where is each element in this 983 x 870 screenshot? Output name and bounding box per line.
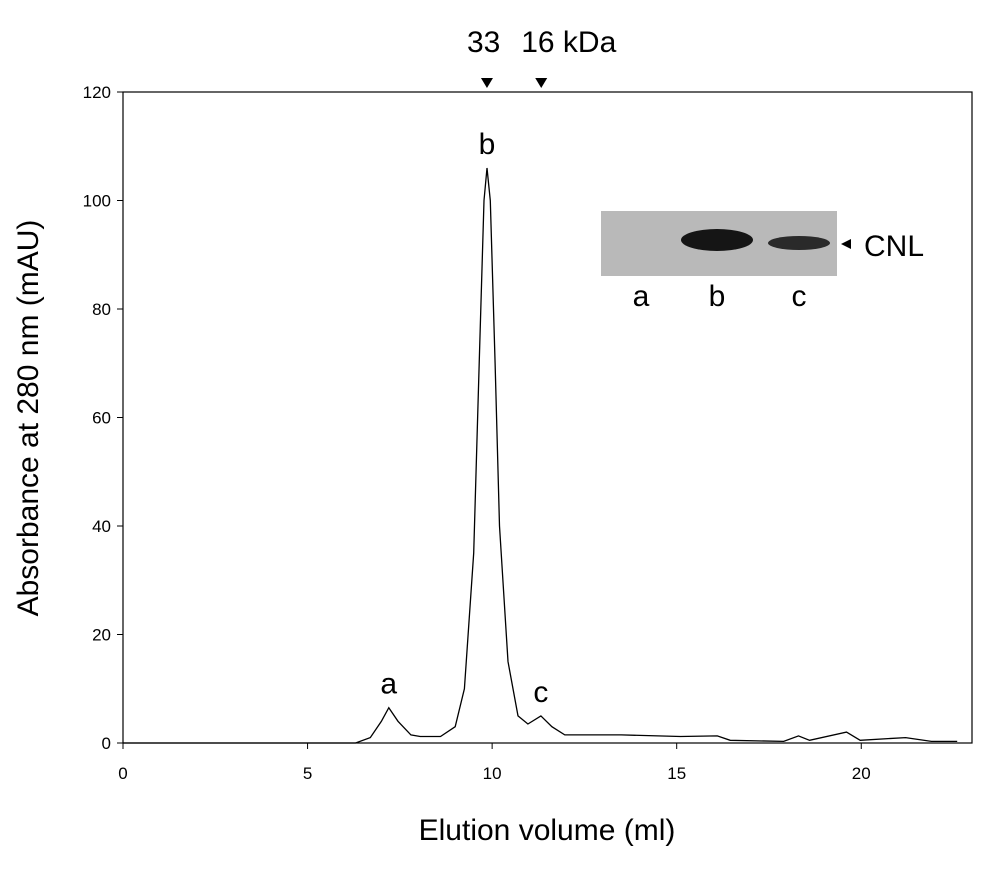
trace <box>123 167 958 744</box>
gel-band <box>681 229 753 251</box>
peak-label: c <box>533 676 548 709</box>
peak-label: a <box>380 668 397 701</box>
x-tick-label: 15 <box>667 764 686 783</box>
y-tick-label: 60 <box>92 409 111 428</box>
x-axis-title: Elution volume (ml) <box>419 814 676 847</box>
x-tick-label: 20 <box>852 764 871 783</box>
marker-label: 16 kDa <box>521 26 616 59</box>
x-tick-label: 10 <box>483 764 502 783</box>
x-tick-label: 5 <box>303 764 312 783</box>
marker-label: 33 <box>467 26 500 59</box>
band-label: CNL <box>864 230 924 263</box>
y-tick-label: 120 <box>83 83 111 102</box>
peak-label: b <box>479 128 496 161</box>
lane-label: b <box>709 280 726 313</box>
lane-label: a <box>633 280 650 313</box>
x-tick-label: 0 <box>118 764 127 783</box>
y-tick-label: 20 <box>92 626 111 645</box>
y-tick-label: 80 <box>92 300 111 319</box>
y-tick-label: 0 <box>102 734 111 753</box>
marker-arrow <box>535 78 548 88</box>
lane-label: c <box>792 280 807 313</box>
y-tick-label: 100 <box>83 192 111 211</box>
band-arrow <box>841 239 851 249</box>
plot-frame <box>122 91 973 744</box>
gel-inset <box>601 211 851 276</box>
y-axis-title: Absorbance at 280 nm (mAU) <box>12 220 45 617</box>
gel-band <box>768 236 830 250</box>
marker-arrow <box>480 78 493 88</box>
y-tick-label: 40 <box>92 517 111 536</box>
